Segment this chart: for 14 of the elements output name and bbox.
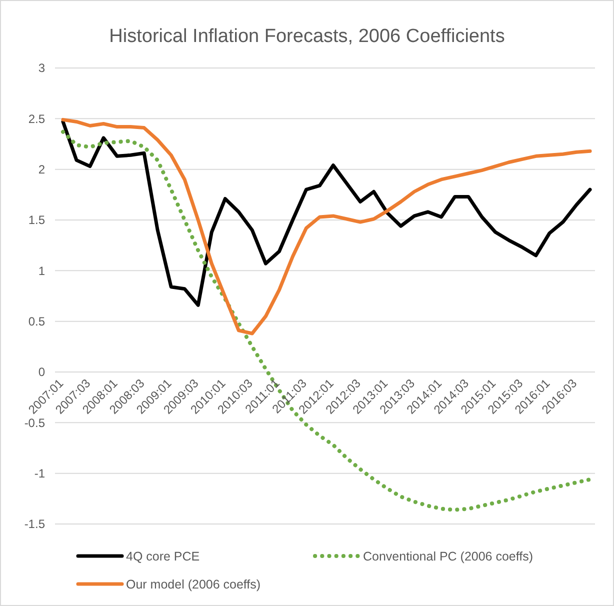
y-tick-label: 0 <box>38 365 46 380</box>
y-tick-label: -1 <box>34 466 46 481</box>
legend-label: Conventional PC (2006 coeffs) <box>363 549 534 564</box>
y-tick-label: 1.5 <box>28 213 46 228</box>
y-tick-label: 3 <box>38 61 46 76</box>
y-tick-label: 2.5 <box>28 112 46 126</box>
y-tick-label: 1 <box>38 264 46 278</box>
legend-label: Our model (2006 coeffs) <box>126 577 261 592</box>
y-tick-label: -0.5 <box>24 416 46 430</box>
y-tick-label: 0.5 <box>28 314 46 329</box>
chart-title: Historical Inflation Forecasts, 2006 Coefficients <box>109 26 505 47</box>
y-tick-label: 2 <box>38 162 46 177</box>
legend-label: 4Q core PCE <box>126 549 200 564</box>
y-tick-label: -1.5 <box>24 517 46 532</box>
